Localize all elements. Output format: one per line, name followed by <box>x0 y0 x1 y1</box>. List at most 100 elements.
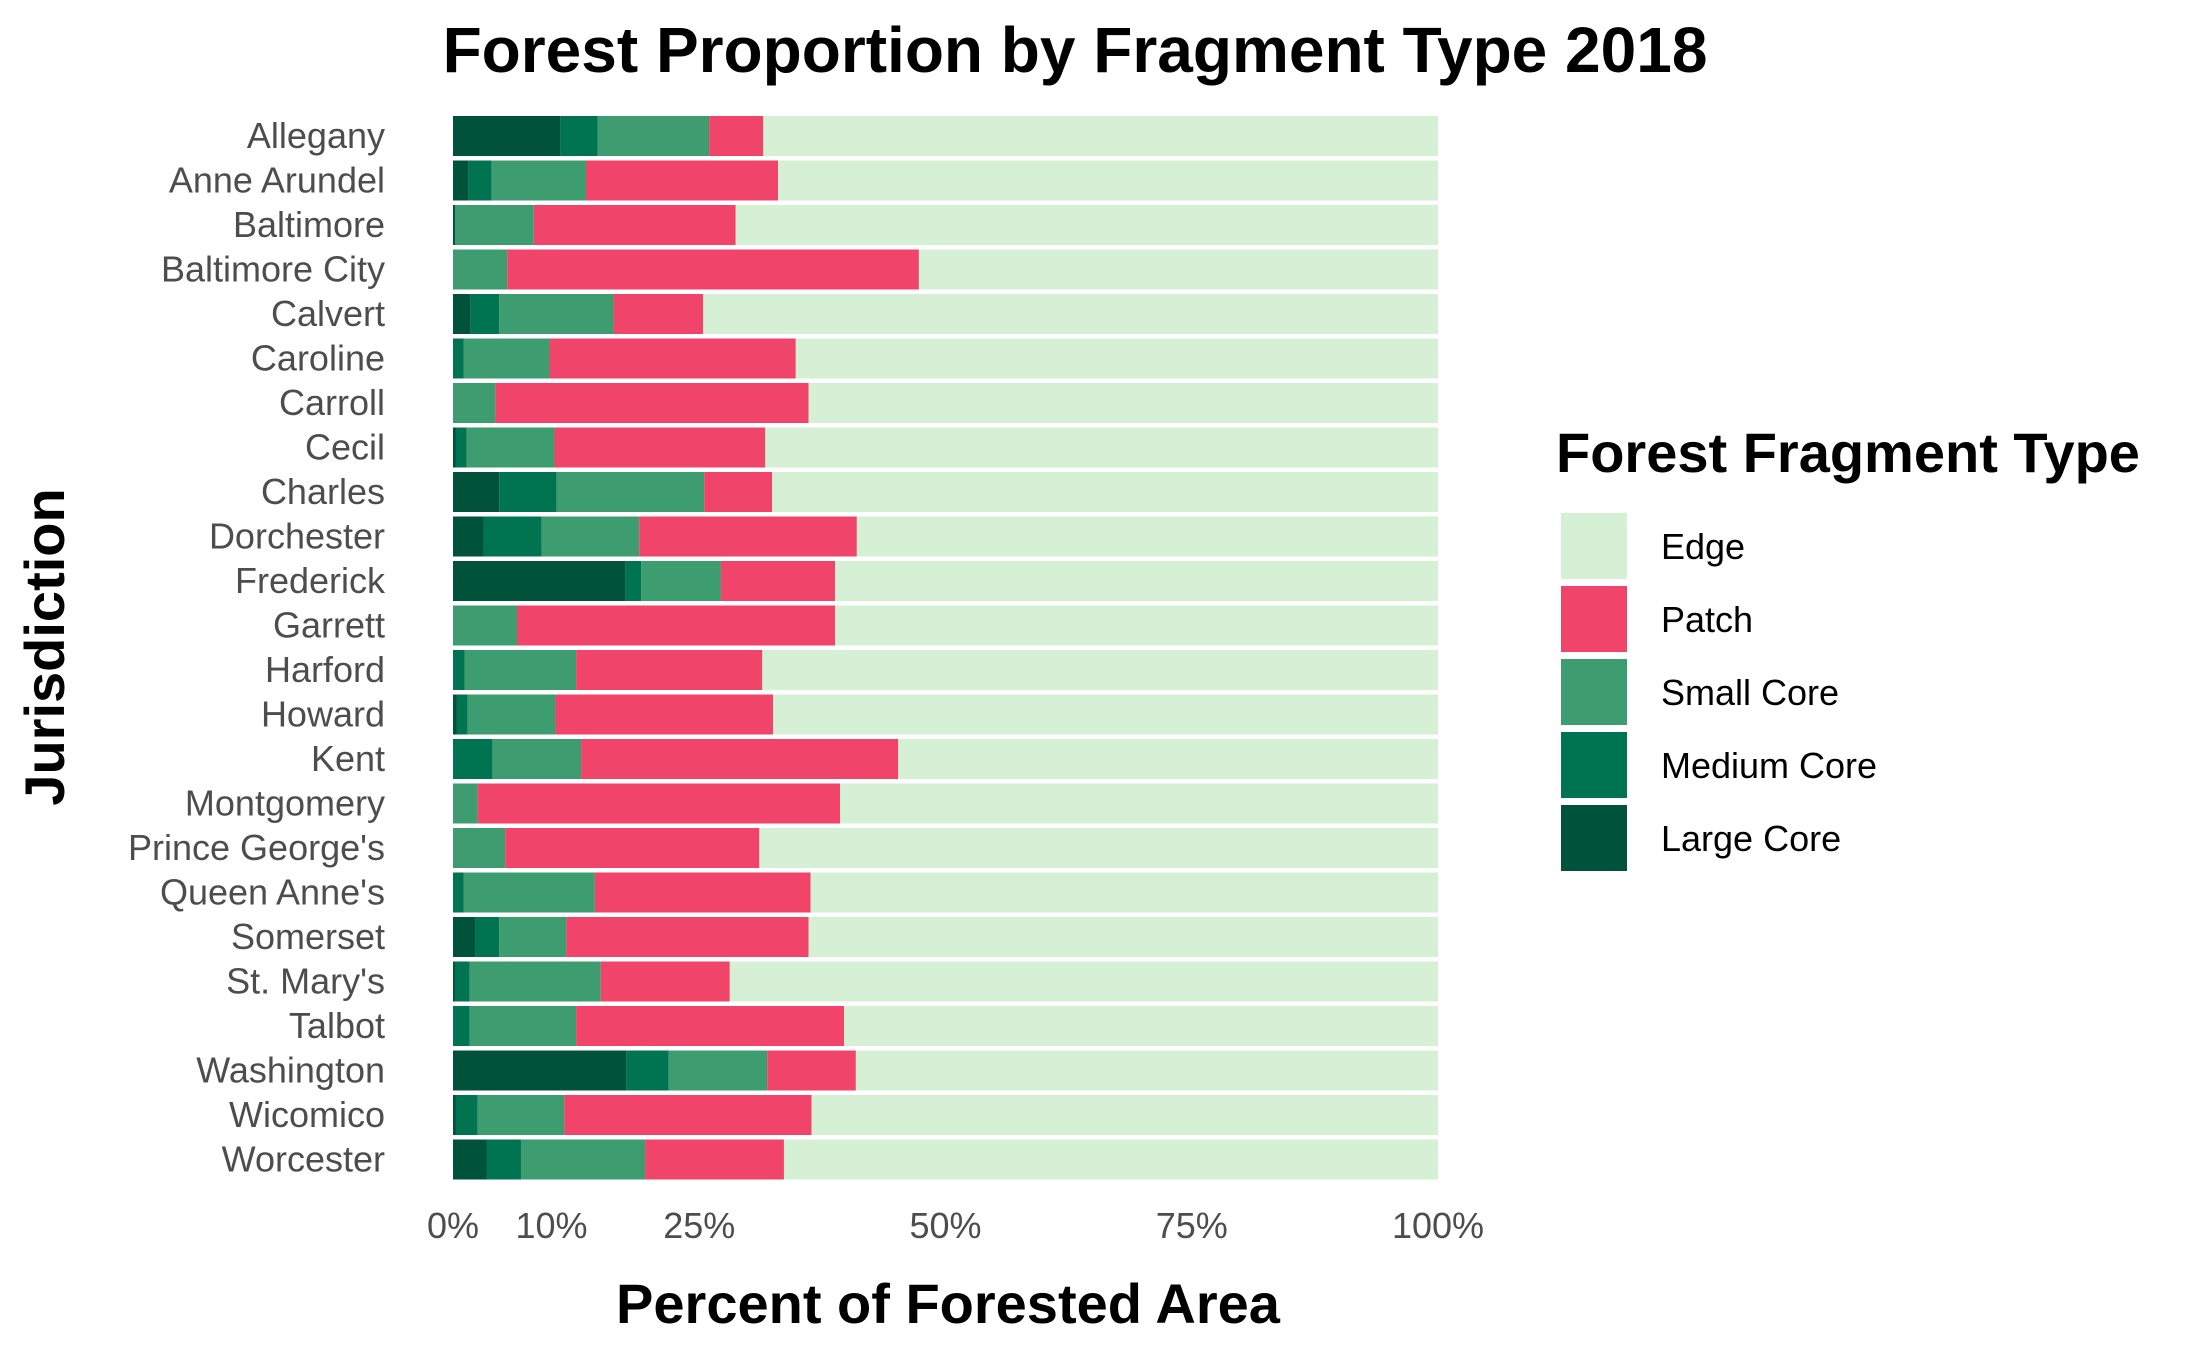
y-tick-label-queen-anne-s: Queen Anne's <box>160 872 385 913</box>
bar-charles-large-core <box>453 472 500 512</box>
bar-wicomico-edge <box>811 1095 1438 1135</box>
bar-cecil-patch <box>554 427 766 468</box>
bar-howard-small-core <box>467 694 556 735</box>
chart-title: Forest Proportion by Fragment Type 2018 <box>443 14 1708 86</box>
x-tick-label-25: 25% <box>663 1205 735 1246</box>
bar-caroline-small-core <box>463 338 550 379</box>
plot-area <box>453 116 1439 1180</box>
legend-swatch-medium-core <box>1561 732 1627 798</box>
bar-st-mary-s-large-core <box>453 961 455 1002</box>
y-tick-label-garrett: Garrett <box>273 605 385 646</box>
bar-st-mary-s-small-core <box>469 961 601 1002</box>
bar-wicomico-medium-core <box>455 1095 478 1135</box>
bar-talbot-patch <box>576 1006 845 1046</box>
bar-allegany-medium-core <box>560 116 598 156</box>
bar-prince-george-s-edge <box>759 828 1438 868</box>
bar-st-mary-s-medium-core <box>454 961 470 1002</box>
y-tick-label-charles: Charles <box>261 471 385 512</box>
bar-allegany-large-core <box>453 116 561 156</box>
bar-charles-patch <box>704 472 773 512</box>
bar-washington-medium-core <box>626 1050 669 1091</box>
bar-carroll-patch <box>495 383 809 423</box>
x-axis-title: Percent of Forested Area <box>616 1272 1281 1335</box>
bar-baltimore-large-core <box>453 205 455 245</box>
bar-howard-patch <box>555 694 774 735</box>
legend-swatch-patch <box>1561 586 1627 652</box>
bar-kent-edge <box>898 739 1438 779</box>
bar-talbot-edge <box>844 1006 1438 1046</box>
bar-worcester-small-core <box>520 1139 646 1180</box>
bar-frederick-small-core <box>641 561 721 601</box>
bar-garrett-small-core <box>453 605 518 646</box>
bar-frederick-medium-core <box>625 561 642 601</box>
y-tick-label-montgomery: Montgomery <box>185 783 385 824</box>
x-tick-label-50: 50% <box>909 1205 981 1246</box>
bar-garrett-edge <box>835 605 1438 646</box>
bar-baltimore-small-core <box>454 205 534 245</box>
legend-title: Forest Fragment Type <box>1556 421 2140 484</box>
bar-worcester-large-core <box>453 1139 487 1180</box>
legend-label-large-core: Large Core <box>1661 818 1841 859</box>
y-tick-label-talbot: Talbot <box>289 1005 385 1046</box>
y-tick-label-wicomico: Wicomico <box>229 1094 385 1135</box>
bar-somerset-large-core <box>453 917 476 957</box>
y-tick-label-baltimore-city: Baltimore City <box>161 249 385 290</box>
bar-caroline-edge <box>795 338 1438 379</box>
bar-kent-medium-core <box>453 739 493 779</box>
bar-carroll-edge <box>808 383 1438 423</box>
x-tick-label-0: 0% <box>427 1205 479 1246</box>
bar-harford-edge <box>762 650 1438 690</box>
bar-worcester-medium-core <box>486 1139 521 1180</box>
bar-baltimore-city-edge <box>918 249 1438 290</box>
y-tick-label-dorchester: Dorchester <box>209 516 385 557</box>
bar-calvert-medium-core <box>470 294 500 334</box>
bar-cecil-edge <box>765 427 1438 468</box>
bar-anne-arundel-medium-core <box>468 160 492 201</box>
bar-allegany-edge <box>763 116 1438 156</box>
y-tick-label-frederick: Frederick <box>235 560 386 601</box>
legend-swatch-small-core <box>1561 659 1627 725</box>
bar-wicomico-patch <box>564 1095 812 1135</box>
y-tick-label-howard: Howard <box>261 694 385 735</box>
bar-washington-edge <box>855 1050 1438 1091</box>
bar-baltimore-city-small-core <box>453 249 508 290</box>
bar-charles-small-core <box>556 472 705 512</box>
bar-harford-patch <box>576 650 763 690</box>
y-tick-label-anne-arundel: Anne Arundel <box>169 160 385 201</box>
legend-label-patch: Patch <box>1661 599 1753 640</box>
bar-st-mary-s-edge <box>729 961 1438 1002</box>
bar-talbot-small-core <box>469 1006 577 1046</box>
bar-kent-small-core <box>492 739 582 779</box>
bar-dorchester-large-core <box>453 516 484 557</box>
bar-somerset-edge <box>808 917 1438 957</box>
y-tick-label-baltimore: Baltimore <box>233 204 385 245</box>
bar-somerset-small-core <box>499 917 567 957</box>
bar-calvert-patch <box>613 294 704 334</box>
bar-montgomery-edge <box>840 783 1438 824</box>
bar-dorchester-patch <box>639 516 857 557</box>
bar-dorchester-edge <box>856 516 1438 557</box>
bar-washington-small-core <box>668 1050 768 1091</box>
bar-montgomery-patch <box>477 783 841 824</box>
bar-cecil-small-core <box>466 427 555 468</box>
bar-worcester-edge <box>783 1139 1438 1180</box>
legend: Forest Fragment Type Edge Patch Small Core… <box>1556 421 2140 871</box>
bar-dorchester-small-core <box>541 516 640 557</box>
bar-baltimore-city-patch <box>507 249 919 290</box>
bar-queen-anne-s-medium-core <box>453 872 464 913</box>
y-tick-label-calvert: Calvert <box>271 293 385 334</box>
y-tick-label-allegany: Allegany <box>247 115 385 156</box>
bar-st-mary-s-patch <box>600 961 730 1002</box>
legend-swatch-large-core <box>1561 805 1627 871</box>
bar-carroll-small-core <box>453 383 496 423</box>
y-tick-label-caroline: Caroline <box>251 338 385 379</box>
bar-caroline-patch <box>549 338 796 379</box>
bar-frederick-edge <box>835 561 1438 601</box>
bar-anne-arundel-patch <box>585 160 779 201</box>
bar-calvert-large-core <box>453 294 471 334</box>
bar-allegany-small-core <box>597 116 710 156</box>
y-tick-label-kent: Kent <box>311 738 385 779</box>
bar-anne-arundel-large-core <box>453 160 469 201</box>
bar-harford-medium-core <box>453 650 465 690</box>
